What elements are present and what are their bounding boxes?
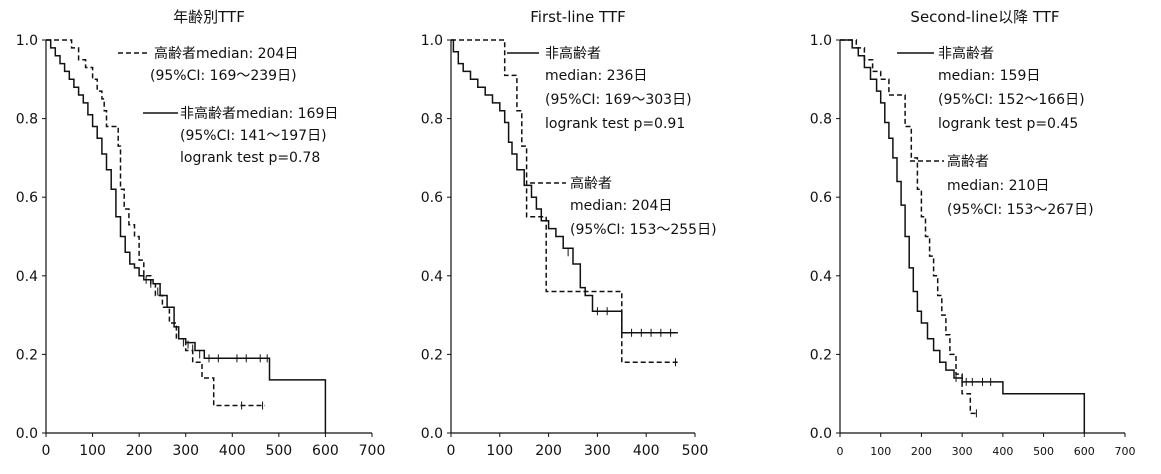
y-tick-label: 0.4 (810, 269, 832, 285)
x-tick-label: 100 (79, 443, 106, 459)
annotation-text: 非高齢者 (938, 45, 994, 62)
x-tick-label: 500 (265, 443, 292, 459)
annotation-text: (95%CI: 153～255日) (570, 222, 717, 238)
y-tick-label: 0.4 (421, 269, 443, 285)
x-tick-label: 300 (172, 443, 199, 459)
y-tick-label: 0.4 (16, 269, 38, 285)
x-tick-label: 600 (1074, 445, 1095, 458)
y-tick-label: 0.8 (810, 112, 832, 128)
x-tick-label: 200 (126, 443, 153, 459)
y-tick-label: 0.6 (16, 190, 38, 206)
y-tick-label: 0.2 (810, 347, 832, 363)
x-tick-label: 700 (359, 443, 386, 459)
x-tick-label: 400 (633, 443, 660, 459)
y-tick-label: 0.2 (16, 347, 38, 363)
annotation-text: median: 210日 (947, 178, 1049, 194)
annotation-text: 高齢者median: 204日 (154, 45, 298, 62)
annotation-text: 非高齢者 (545, 45, 601, 62)
chart-panel-2: First-line TTF 0.0 0.2 0.4 0.6 0.8 1.0 0 100 200 3… (421, 8, 717, 459)
chart-title: First-line TTF (530, 8, 626, 26)
x-tick-label: 0 (447, 443, 456, 459)
y-tick-label: 0.8 (16, 112, 38, 128)
annotation-text: 非高齢者median: 169日 (180, 105, 338, 122)
x-tick-label: 700 (1115, 445, 1136, 458)
annotation-text: (95%CI: 169～239日) (150, 68, 297, 84)
y-tick-label: 0.0 (16, 426, 38, 442)
annotation-text: (95%CI: 152～166日) (938, 92, 1085, 108)
annotation-text: logrank test p=0.91 (545, 116, 685, 132)
y-tick-label: 0.0 (421, 426, 443, 442)
y-tick-label: 1.0 (810, 33, 832, 49)
x-tick-label: 500 (1033, 445, 1054, 458)
y-tick-label: 0.6 (810, 190, 832, 206)
x-tick-label: 0 (42, 443, 51, 459)
y-tick-label: 0.2 (421, 347, 443, 363)
annotation-text: (95%CI: 141～197日) (180, 128, 327, 144)
x-tick-label: 600 (312, 443, 339, 459)
x-tick-label: 0 (837, 445, 844, 458)
chart-title: 年齢別TTF (173, 8, 245, 26)
y-tick-label: 0.6 (421, 190, 443, 206)
chart-panel-3: Second-line以降 TTF 0.0 0.2 0.4 0.6 0.8 1.0 0 100 2… (810, 8, 1136, 458)
km-curve-solid (451, 39, 678, 334)
x-tick-label: 500 (682, 443, 709, 459)
annotation-text: 高齢者 (947, 153, 989, 170)
x-tick-label: 100 (870, 445, 891, 458)
y-tick-label: 0.8 (421, 112, 443, 128)
chart-title: Second-line以降 TTF (910, 8, 1059, 26)
x-tick-label: 300 (952, 445, 973, 458)
y-tick-label: 0.0 (810, 426, 832, 442)
annotation-text: logrank test p=0.78 (180, 150, 320, 166)
annotation-text: median: 159日 (938, 68, 1040, 84)
km-curve-dashed (451, 39, 678, 364)
x-tick-label: 100 (486, 443, 513, 459)
x-tick-label: 200 (535, 443, 562, 459)
x-tick-label: 300 (584, 443, 611, 459)
km-curve-dashed (840, 39, 979, 415)
annotation-text: (95%CI: 169～303日) (545, 92, 692, 108)
x-tick-label: 200 (911, 445, 932, 458)
x-tick-label: 400 (219, 443, 246, 459)
annotation-text: 高齢者 (570, 175, 612, 192)
km-curve-solid (46, 39, 327, 433)
annotation-text: median: 236日 (545, 68, 647, 84)
annotation-text: median: 204日 (570, 198, 672, 214)
y-tick-label: 1.0 (421, 33, 443, 49)
annotation-text: (95%CI: 153～267日) (947, 202, 1094, 218)
chart-panel-1: 年齢別TTF 0.0 0.2 0.4 0.6 0.8 1.0 0 100 200 300 400 500… (16, 8, 386, 459)
annotation-text: logrank test p=0.45 (938, 116, 1078, 132)
km-curve-solid (840, 39, 1086, 433)
y-tick-label: 1.0 (16, 33, 38, 49)
x-tick-label: 400 (992, 445, 1013, 458)
